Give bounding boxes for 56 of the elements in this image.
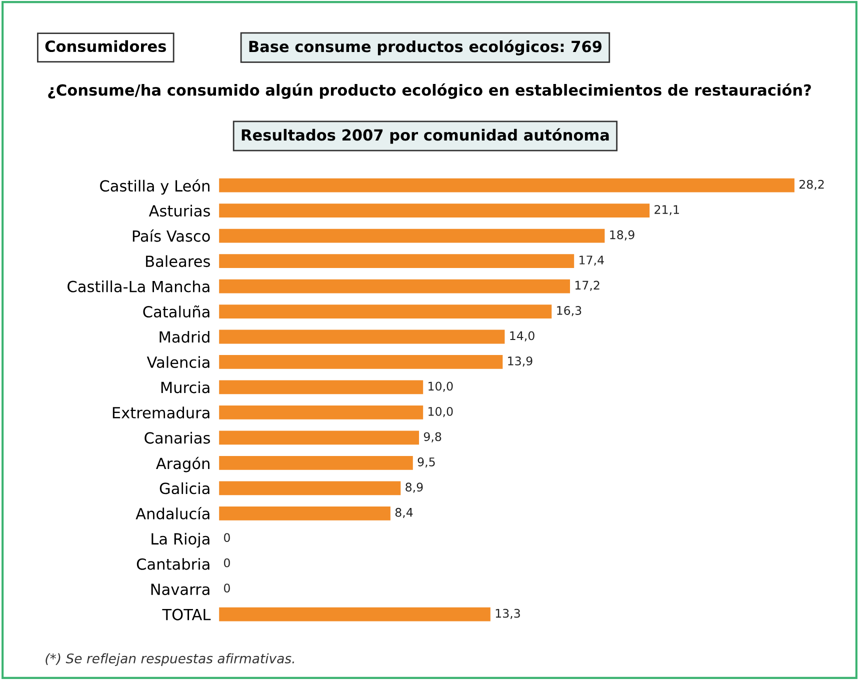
y-tick-label: Navarra — [151, 584, 210, 596]
data-label: 14,0 — [510, 331, 534, 342]
data-label: 9,5 — [418, 457, 435, 468]
chart-title: ¿Consume/ha consumido algún producto ecológico en establecimientos de restauración? — [48, 83, 811, 99]
chart-subtitle: Resultados 2007 por comunidad autónoma — [242, 128, 609, 144]
y-tick-label: Canarias — [144, 432, 210, 444]
bar — [219, 481, 401, 496]
data-label: 21,1 — [654, 205, 679, 216]
y-tick-label: Asturias — [148, 204, 210, 217]
text: Base consume productos ecológicos: 769 — [249, 40, 602, 56]
bar — [219, 254, 574, 268]
y-tick-label: Murcia — [161, 381, 210, 394]
data-label: 17,4 — [580, 256, 604, 266]
bar — [219, 204, 650, 218]
y-tick-label: Madrid — [160, 330, 210, 343]
y-tick-label: La Rioja — [152, 532, 210, 548]
bar — [219, 178, 794, 192]
data-label: 18,9 — [610, 230, 634, 240]
bar — [219, 456, 413, 470]
y-tick-label: TOTAL — [162, 608, 211, 620]
bar — [219, 607, 490, 622]
data-label: 0 — [224, 558, 230, 568]
data-label: 13,3 — [496, 608, 520, 619]
y-tick-label: Cantabria — [136, 558, 210, 570]
bar — [219, 380, 424, 394]
y-tick-label: Castilla y León — [100, 179, 210, 195]
text: Consumidores — [45, 40, 166, 52]
data-label: 28,2 — [799, 180, 824, 190]
data-label: 17,2 — [575, 280, 600, 291]
data-label: 8,4 — [395, 508, 413, 518]
data-label: 16,3 — [557, 306, 582, 316]
bar — [219, 304, 552, 318]
text: (*) Se reflejan respuestas afirmativas. — [46, 653, 294, 666]
bar — [219, 406, 424, 420]
data-label: 10,0 — [428, 382, 453, 392]
y-tick-label: Valencia — [146, 356, 210, 368]
bar — [219, 279, 570, 294]
y-tick-label: Aragón — [156, 456, 210, 472]
bar — [219, 355, 503, 369]
data-label: 9,8 — [424, 432, 442, 442]
y-tick-label: Andalucía — [136, 506, 210, 520]
y-tick-label: Extremadura — [112, 406, 210, 418]
bar — [219, 228, 605, 243]
data-label: 10,0 — [428, 406, 453, 418]
y-tick-label: Galicia — [160, 482, 210, 494]
data-label: 0 — [224, 533, 230, 542]
y-tick-label: Castilla-La Mancha — [68, 280, 210, 292]
bar — [219, 506, 390, 520]
data-label: 0 — [224, 584, 230, 593]
bar — [219, 330, 505, 344]
y-tick-label: Baleares — [146, 255, 210, 268]
data-label: 13,9 — [508, 356, 532, 367]
y-tick-label: País Vasco — [132, 229, 210, 242]
data-label: 8,9 — [406, 482, 423, 493]
bar — [219, 430, 420, 445]
y-tick-label: Cataluña — [143, 305, 210, 318]
